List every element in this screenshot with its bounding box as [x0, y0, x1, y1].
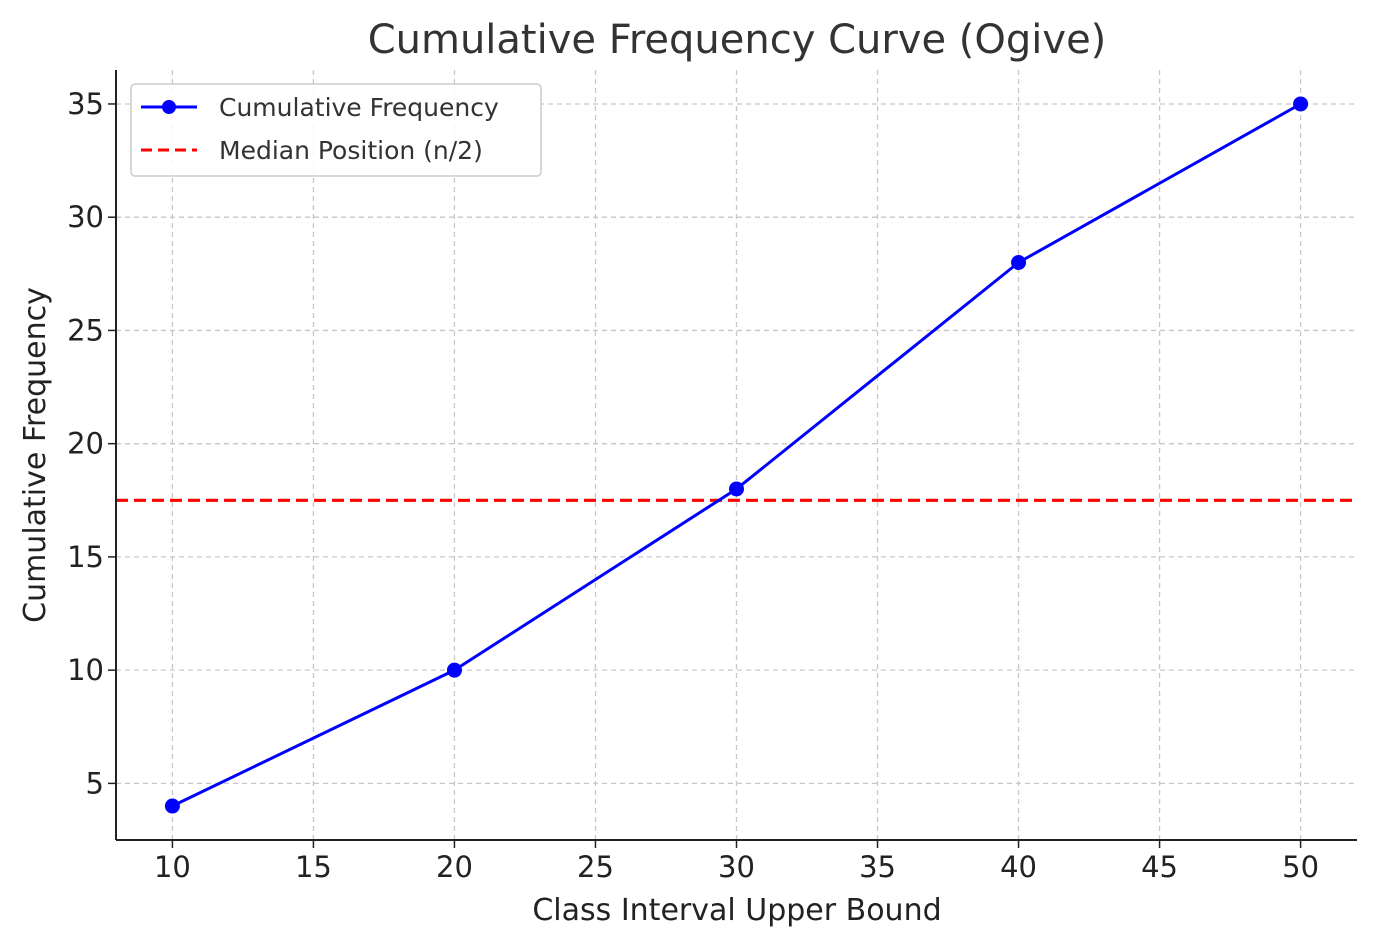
x-tick-label: 35 — [859, 850, 896, 884]
legend-entry-median-position: Median Position (n/2) — [219, 136, 483, 165]
x-tick-label: 45 — [1141, 850, 1178, 884]
y-axis-ticks: 5 10 15 20 25 30 35 — [67, 87, 116, 800]
y-axis-label: Cumulative Frequency — [18, 287, 53, 623]
grid-lines — [116, 70, 1357, 840]
x-tick-label: 10 — [154, 850, 191, 884]
x-tick-label: 50 — [1282, 850, 1319, 884]
data-point — [1293, 96, 1309, 112]
chart-title: Cumulative Frequency Curve (Ogive) — [368, 17, 1107, 63]
x-tick-label: 25 — [577, 850, 614, 884]
y-tick-label: 20 — [67, 427, 104, 461]
x-tick-label: 40 — [1000, 850, 1037, 884]
y-tick-label: 10 — [67, 653, 104, 687]
legend: Cumulative Frequency Median Position (n/… — [130, 83, 542, 177]
x-tick-label: 30 — [718, 850, 755, 884]
legend-box — [130, 83, 542, 177]
series-group — [164, 96, 1309, 814]
data-point — [164, 798, 180, 814]
x-axis-ticks: 10 15 20 25 30 35 40 45 50 — [154, 840, 1319, 884]
data-point — [729, 481, 744, 497]
x-axis-label: Class Interval Upper Bound — [532, 893, 941, 928]
y-tick-label: 30 — [67, 200, 104, 234]
y-tick-label: 15 — [67, 540, 104, 574]
x-tick-label: 15 — [295, 850, 332, 884]
data-point — [446, 662, 462, 678]
x-tick-label: 20 — [436, 850, 473, 884]
y-tick-label: 35 — [67, 87, 104, 121]
legend-swatch-marker — [162, 100, 176, 114]
data-point — [1011, 255, 1027, 270]
y-tick-label: 5 — [86, 766, 104, 800]
y-tick-label: 25 — [67, 313, 104, 347]
legend-entry-cumulative-frequency: Cumulative Frequency — [219, 93, 499, 122]
